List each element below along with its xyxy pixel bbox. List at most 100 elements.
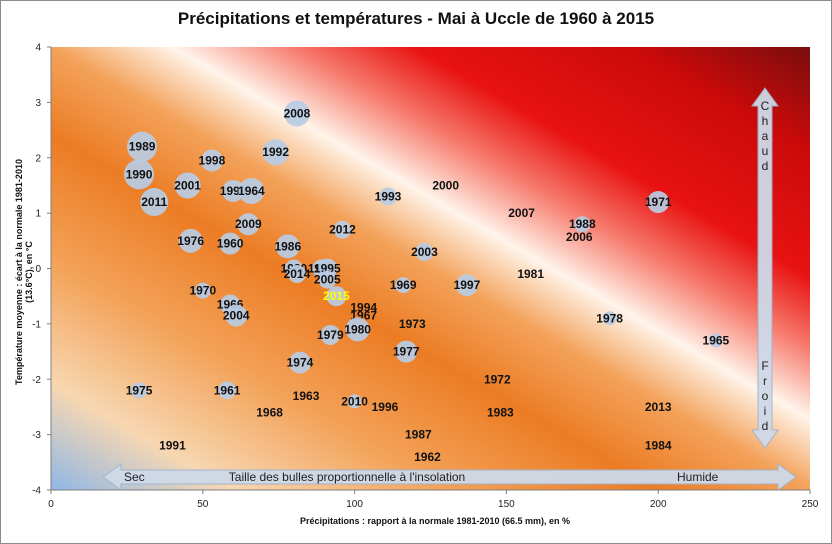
plot-background (51, 47, 810, 490)
point-label: 1995 (314, 262, 341, 276)
bubble (378, 187, 397, 206)
bubble (415, 242, 434, 261)
data-point: 2004 (223, 304, 250, 327)
data-point: 1960 (217, 232, 244, 255)
data-point: 1986 (274, 234, 301, 259)
bubble (574, 216, 591, 233)
point-label: 1983 (487, 405, 514, 419)
data-point: 2001 (174, 172, 201, 199)
data-point: 2014 (284, 265, 311, 284)
chart-title: Précipitations et températures - Mai à U… (177, 9, 655, 28)
point-label: 1972 (484, 372, 511, 386)
data-point: 1977 (393, 340, 420, 363)
bubble (275, 234, 300, 259)
bubble (262, 139, 289, 166)
point-label: 1969 (390, 278, 417, 292)
data-point: 1997 (454, 274, 481, 297)
data-point: 1969 (390, 277, 417, 294)
point-label: 2004 (223, 309, 250, 323)
point-label: 1979 (317, 328, 344, 342)
data-point: 1974 (287, 351, 314, 374)
data-point: 1965 (703, 333, 730, 348)
bubble (395, 340, 418, 363)
data-point: 1983 (487, 405, 514, 419)
point-label: 1977 (393, 345, 420, 359)
point-label: 2012 (329, 223, 356, 237)
x-axis-label: Précipitations : rapport à la normale 19… (299, 516, 571, 526)
point-label: 1998 (199, 154, 226, 168)
point-label: 1963 (293, 389, 320, 403)
point-label: 2011 (141, 195, 167, 209)
bubble (174, 172, 201, 199)
y-tick-label: 4 (35, 43, 41, 54)
data-point: 1963 (293, 389, 320, 403)
point-label: 1988 (569, 217, 596, 231)
bubble (347, 394, 362, 409)
data-point: 1990 (124, 159, 155, 190)
y-tick-label: -3 (32, 430, 41, 441)
data-point: 2011 (140, 188, 169, 217)
point-label: 1976 (177, 234, 204, 248)
bubble (218, 381, 237, 400)
point-label: 1975 (126, 383, 153, 397)
point-label: 1992 (262, 145, 289, 159)
data-point: 2015 (323, 286, 350, 307)
point-label: 1961 (214, 383, 241, 397)
point-label: 1962 (414, 450, 441, 464)
data-point: 2005 (314, 270, 341, 289)
data-point: 1975 (126, 382, 153, 399)
bubble (647, 191, 670, 214)
bubble (178, 228, 203, 253)
bubble (238, 177, 265, 204)
x-tick-label: 50 (197, 499, 209, 510)
point-label: 2006 (566, 230, 593, 244)
cold-label-letter: i (764, 404, 767, 418)
bubble (287, 265, 306, 284)
bubble (318, 270, 337, 289)
data-point: 1961 (214, 381, 241, 400)
bubble (283, 100, 310, 127)
point-label: 1978 (596, 311, 623, 325)
point-label: 1993 (375, 190, 402, 204)
y-tick-label: 2 (35, 153, 41, 164)
data-point: 1971 (645, 191, 672, 214)
data-point: 2006 (566, 230, 593, 244)
data-point: 2013 (645, 400, 672, 414)
y-tick-label: -1 (32, 319, 41, 330)
point-label: 2007 (508, 206, 535, 220)
bubble-size-note: Taille des bulles proportionnelle à l'in… (229, 470, 465, 484)
data-point: 2009 (235, 213, 262, 236)
bubble (326, 286, 347, 307)
point-label: 1989 (129, 140, 156, 154)
bubble (194, 282, 211, 299)
hot-label-letter: h (762, 114, 769, 128)
wet-label: Humide (677, 470, 719, 484)
point-label: 1980 (344, 322, 371, 336)
bubble (395, 277, 412, 294)
point-label: 1973 (399, 317, 426, 331)
data-point: 2010 (341, 394, 368, 409)
point-label: 2005 (314, 273, 341, 287)
axes: 4 3 2 1 0 -1 -2 -3 -4 0 50 100 150 200 250 (32, 43, 819, 511)
vertical-arrow (751, 87, 779, 449)
point-label: 1981 (517, 267, 544, 281)
data-point: 1970 (189, 282, 216, 299)
y-tick-label: -4 (32, 486, 41, 497)
y-tick-label: -2 (32, 375, 41, 386)
bubble (200, 149, 223, 172)
data-point: 1998 (199, 149, 226, 172)
horizontal-arrow (102, 463, 797, 491)
point-label: 2010 (341, 394, 368, 408)
x-tick-label: 150 (498, 499, 515, 510)
cold-label-letter: r (763, 374, 767, 388)
data-point: 1984 (645, 439, 672, 453)
y-tick-label: 3 (35, 98, 41, 109)
data-point: 2012 (329, 220, 356, 239)
hot-label-letter: d (762, 159, 769, 173)
x-tick-label: 250 (802, 499, 819, 510)
plot-area (51, 47, 810, 490)
cold-label-letter: F (761, 359, 768, 373)
point-label: 1990 (126, 167, 153, 181)
bubble (333, 220, 352, 239)
dry-label: Sec (124, 470, 145, 484)
